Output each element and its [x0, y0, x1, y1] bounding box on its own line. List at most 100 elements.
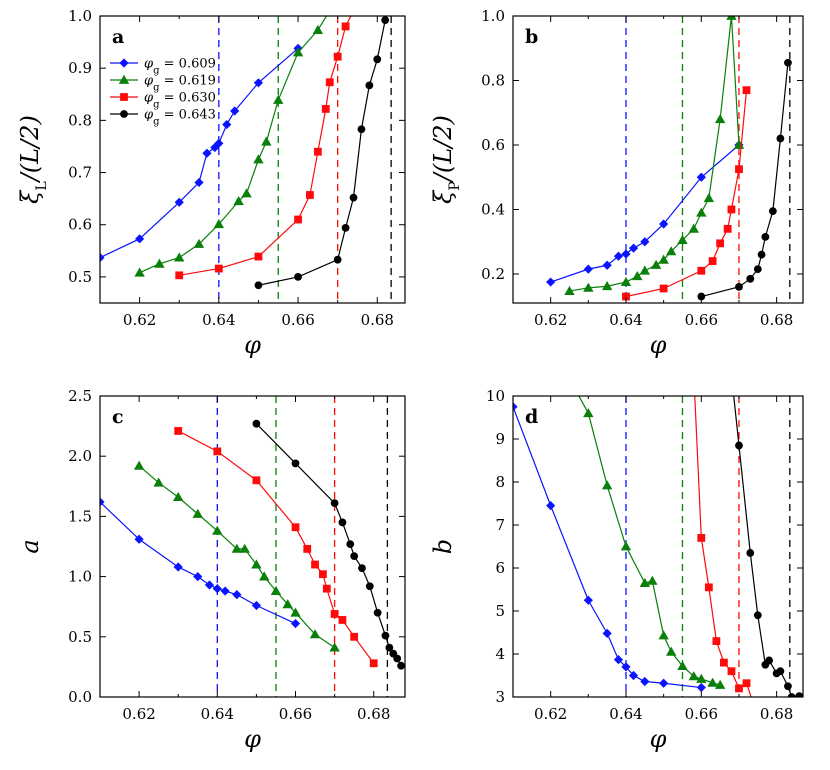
data-point	[259, 571, 270, 581]
data-point	[214, 138, 224, 148]
data-point	[601, 281, 613, 291]
data-point	[175, 271, 184, 280]
y-tick-label: 6	[495, 559, 505, 577]
data-point	[697, 266, 706, 275]
data-point	[757, 250, 766, 259]
data-point	[261, 136, 272, 146]
legend-label: φg = 0.619	[144, 74, 216, 94]
data-point	[290, 618, 301, 629]
data-point	[746, 549, 755, 557]
data-point	[659, 678, 669, 688]
panel-label: d	[525, 406, 538, 428]
series-line-0_619	[139, 16, 328, 274]
data-point	[365, 81, 374, 90]
y-tick-label: 0.2	[481, 265, 505, 283]
data-point	[397, 661, 405, 670]
data-point	[193, 238, 205, 248]
panel-label: c	[112, 406, 124, 428]
data-point	[621, 662, 631, 672]
data-point	[292, 47, 304, 57]
y-tick-label: 10	[486, 387, 505, 405]
data-point	[385, 643, 394, 652]
series-line-0_609	[513, 406, 702, 689]
data-point	[270, 585, 282, 595]
data-point	[688, 223, 699, 233]
data-point	[325, 6, 335, 15]
y-tick-label: 2.5	[68, 387, 92, 405]
data-point	[696, 682, 706, 693]
plot-frame	[512, 15, 804, 304]
data-point	[212, 584, 222, 594]
data-point	[194, 177, 204, 188]
data-point	[322, 584, 331, 593]
data-point	[696, 172, 706, 182]
data-point	[728, 371, 736, 379]
data-point	[135, 234, 145, 244]
panel-label: b	[525, 26, 538, 48]
data-point	[723, 224, 732, 233]
data-point	[214, 264, 223, 273]
y-tick-label: 7	[495, 516, 505, 534]
y-tick-label: 3	[495, 688, 505, 706]
data-point	[714, 679, 726, 689]
data-point	[613, 251, 624, 261]
data-point	[659, 219, 669, 229]
data-point	[373, 55, 382, 64]
data-point	[716, 239, 725, 248]
y-axis-label: ξP/(L/2)	[429, 115, 463, 204]
data-point	[659, 284, 668, 293]
legend-label: φg = 0.609	[144, 57, 216, 77]
data-point	[338, 518, 347, 527]
data-point	[677, 660, 688, 670]
data-point	[233, 196, 244, 206]
y-tick-label: 2.0	[68, 447, 92, 465]
y-tick-label: 0.7	[68, 164, 92, 182]
data-point	[239, 543, 250, 553]
data-point	[714, 113, 726, 124]
x-tick-label: 0.62	[534, 705, 567, 723]
x-tick-label: 0.68	[357, 705, 390, 723]
data-point	[564, 285, 575, 295]
x-tick-label: 0.66	[281, 311, 314, 329]
data-point	[726, 16, 737, 20]
data-point	[727, 667, 736, 676]
x-tick-label: 0.64	[609, 705, 642, 723]
y-tick-label: 8	[495, 473, 505, 491]
legend-marker	[119, 58, 129, 68]
x-tick-label: 0.66	[685, 311, 718, 329]
data-point	[329, 642, 340, 652]
data-point	[727, 205, 736, 214]
data-point	[602, 260, 612, 270]
x-axis-label: φ	[244, 331, 261, 359]
data-point	[795, 692, 803, 697]
data-point	[640, 237, 650, 247]
x-tick-label: 0.68	[361, 311, 394, 329]
data-point	[133, 460, 145, 470]
data-point	[290, 607, 301, 617]
data-point	[647, 575, 658, 585]
data-point	[546, 501, 556, 511]
legend-marker	[120, 93, 128, 101]
y-tick-label: 0.5	[68, 628, 92, 646]
data-point	[153, 477, 164, 487]
plot-frame	[512, 395, 804, 698]
data-point	[564, 374, 574, 383]
x-tick-label: 0.62	[534, 311, 567, 329]
data-point	[393, 654, 402, 663]
data-point	[373, 608, 382, 617]
data-point	[291, 459, 300, 468]
data-point	[192, 508, 203, 518]
data-point	[513, 402, 518, 412]
data-point	[357, 125, 366, 134]
series-line-0_609	[100, 501, 296, 625]
x-axis-label: φ	[650, 331, 667, 359]
data-point	[202, 148, 212, 158]
data-point	[241, 188, 252, 198]
y-tick-label: 0.6	[68, 216, 92, 234]
y-tick-label: 0.0	[68, 688, 92, 706]
data-point	[622, 292, 630, 301]
data-point	[639, 265, 651, 275]
data-point	[697, 534, 706, 542]
legend-marker	[120, 110, 128, 118]
data-point	[776, 667, 785, 676]
